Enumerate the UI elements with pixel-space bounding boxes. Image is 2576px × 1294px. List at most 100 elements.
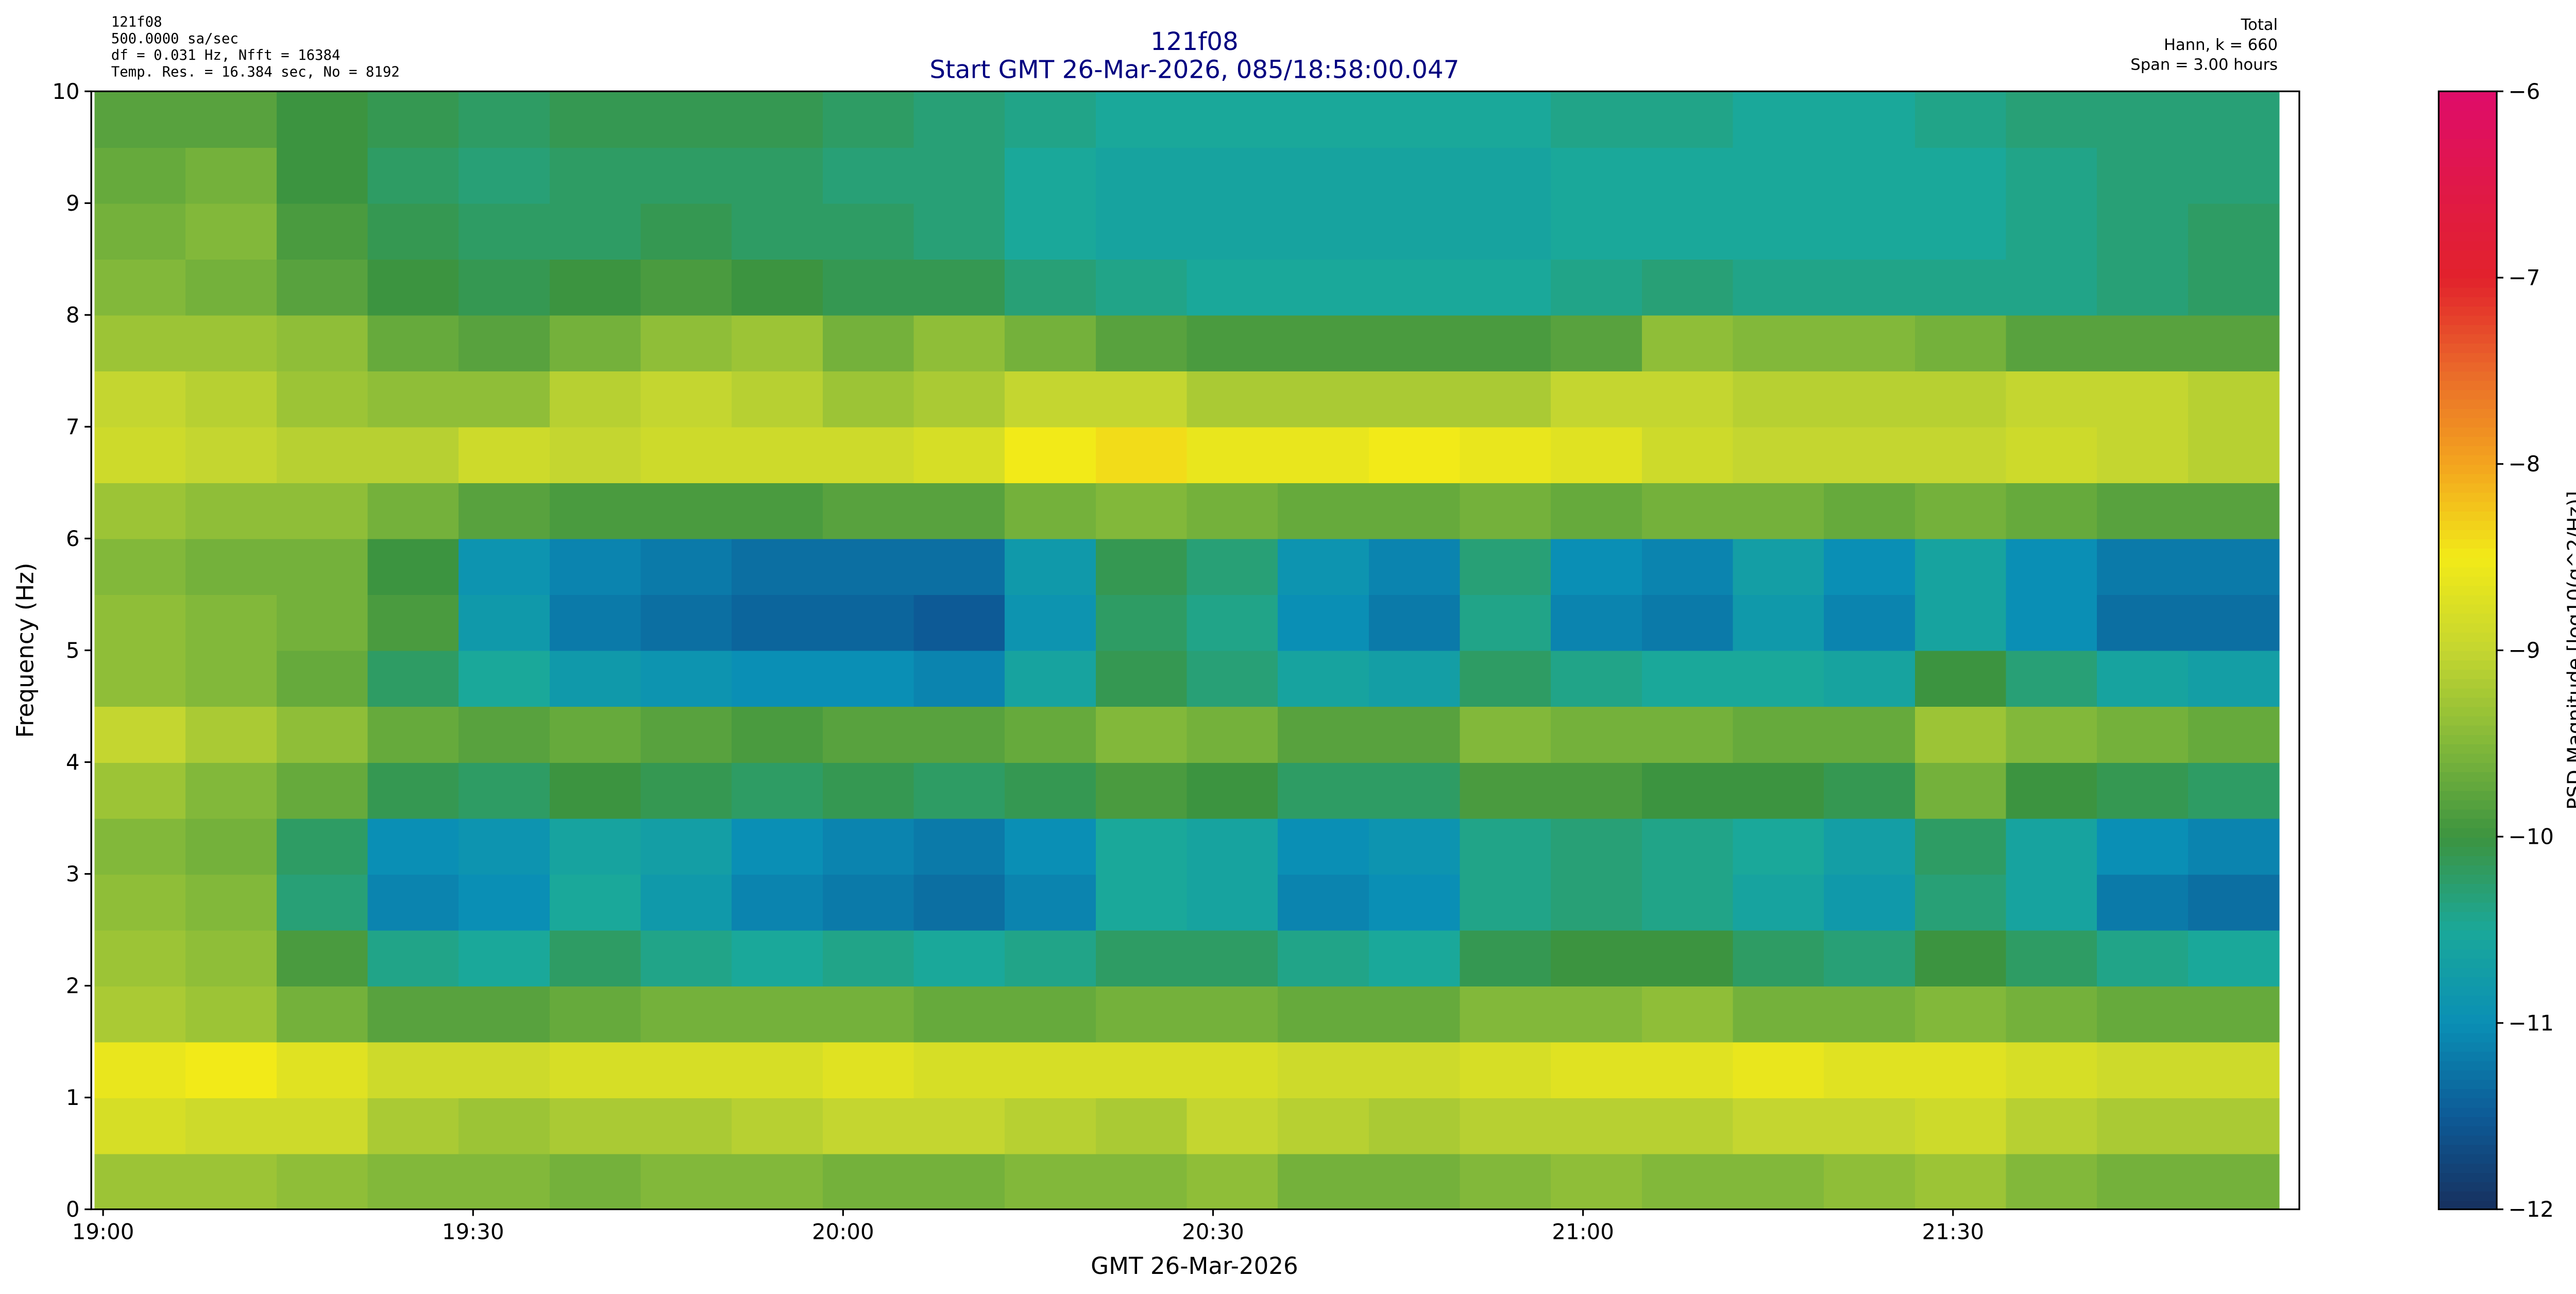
info-right: Total bbox=[2241, 16, 2278, 34]
y-tick-label: 7 bbox=[66, 414, 80, 439]
heatmap-cell bbox=[732, 370, 824, 428]
heatmap-cell bbox=[1733, 762, 1825, 819]
heatmap-cell bbox=[94, 315, 187, 372]
heatmap-cell bbox=[913, 203, 1006, 260]
heatmap-cell bbox=[2097, 1042, 2189, 1098]
heatmap-cell bbox=[732, 538, 824, 595]
heatmap-cell bbox=[185, 1097, 278, 1154]
heatmap-cell bbox=[913, 1097, 1006, 1154]
colorbar-tick-label: −7 bbox=[2509, 265, 2540, 290]
heatmap-cell bbox=[549, 762, 641, 819]
heatmap-cell bbox=[1641, 1097, 1734, 1154]
heatmap-cell bbox=[1551, 147, 1643, 204]
heatmap-cell bbox=[2006, 1153, 2098, 1210]
heatmap-cell bbox=[2097, 147, 2189, 204]
heatmap-cell bbox=[1368, 482, 1461, 539]
colorbar-swatch bbox=[2438, 427, 2497, 437]
colorbar bbox=[2438, 91, 2497, 1211]
heatmap-cell bbox=[459, 259, 551, 316]
colorbar-swatch bbox=[2438, 613, 2497, 623]
colorbar-swatch bbox=[2438, 194, 2497, 204]
heatmap-cell bbox=[1733, 930, 1825, 986]
heatmap-cell bbox=[1278, 985, 1370, 1043]
heatmap-cell bbox=[1278, 315, 1370, 372]
heatmap-cell bbox=[913, 706, 1006, 763]
heatmap-cell bbox=[94, 706, 187, 763]
heatmap-cell bbox=[1095, 91, 1188, 148]
heatmap-cell bbox=[1460, 930, 1552, 986]
heatmap-cell bbox=[2097, 91, 2189, 148]
heatmap-cell bbox=[2188, 594, 2280, 651]
chart-title: 121f08 bbox=[1150, 27, 1239, 56]
heatmap-cell bbox=[1460, 259, 1552, 316]
heatmap-cell bbox=[1278, 818, 1370, 875]
heatmap-cell bbox=[1187, 482, 1279, 539]
heatmap-cell bbox=[2097, 762, 2189, 819]
heatmap-cell bbox=[459, 482, 551, 539]
heatmap-cell bbox=[2006, 1042, 2098, 1098]
colorbar-swatch bbox=[2438, 296, 2497, 307]
heatmap-cell bbox=[185, 370, 278, 428]
heatmap-cell bbox=[459, 985, 551, 1043]
colorbar-swatch bbox=[2438, 818, 2497, 828]
info-left: Temp. Res. = 16.384 sec, No = 8192 bbox=[111, 64, 400, 80]
colorbar-swatch bbox=[2438, 212, 2497, 223]
heatmap-cell bbox=[822, 818, 914, 875]
heatmap-cell bbox=[1733, 147, 1825, 204]
heatmap-cell bbox=[1460, 370, 1552, 428]
heatmap-cell bbox=[2006, 482, 2098, 539]
heatmap-cell bbox=[459, 1097, 551, 1154]
heatmap-cell bbox=[732, 482, 824, 539]
heatmap-cell bbox=[2188, 706, 2280, 763]
heatmap-cell bbox=[276, 315, 368, 372]
heatmap-cell bbox=[1460, 147, 1552, 204]
heatmap-cell bbox=[1641, 1042, 1734, 1098]
heatmap-cell bbox=[822, 482, 914, 539]
heatmap-cell bbox=[94, 930, 187, 986]
heatmap-cell bbox=[367, 259, 460, 316]
heatmap-cell bbox=[2006, 594, 2098, 651]
heatmap-cell bbox=[1824, 427, 1916, 484]
heatmap-cell bbox=[1733, 594, 1825, 651]
colorbar-swatch bbox=[2438, 529, 2497, 540]
heatmap-cell bbox=[822, 1097, 914, 1154]
colorbar-swatch bbox=[2438, 641, 2497, 652]
heatmap-cell bbox=[1460, 1097, 1552, 1154]
heatmap-cell bbox=[1005, 594, 1097, 651]
heatmap-cell bbox=[549, 259, 641, 316]
heatmap-cell bbox=[1187, 762, 1279, 819]
heatmap-cell bbox=[1914, 762, 2007, 819]
heatmap-cell bbox=[1005, 370, 1097, 428]
heatmap-cell bbox=[913, 538, 1006, 595]
heatmap-cell bbox=[913, 315, 1006, 372]
heatmap-cell bbox=[1914, 1042, 2007, 1098]
heatmap-cell bbox=[640, 874, 733, 931]
heatmap-cell bbox=[276, 259, 368, 316]
heatmap-cell bbox=[913, 147, 1006, 204]
heatmap-cell bbox=[2097, 1097, 2189, 1154]
heatmap-cell bbox=[185, 762, 278, 819]
heatmap-cell bbox=[913, 930, 1006, 986]
heatmap-cell bbox=[185, 91, 278, 148]
heatmap-cell bbox=[459, 370, 551, 428]
heatmap-cell bbox=[459, 930, 551, 986]
heatmap-cell bbox=[1641, 482, 1734, 539]
heatmap-cell bbox=[1187, 985, 1279, 1043]
heatmap-cell bbox=[1824, 874, 1916, 931]
heatmap-cell bbox=[822, 427, 914, 484]
y-tick-label: 9 bbox=[66, 191, 80, 216]
heatmap-cell bbox=[2188, 538, 2280, 595]
heatmap-cell bbox=[549, 930, 641, 986]
heatmap-cell bbox=[1733, 985, 1825, 1043]
heatmap-cell bbox=[1460, 706, 1552, 763]
heatmap-cell bbox=[1005, 259, 1097, 316]
heatmap-cell bbox=[640, 1153, 733, 1210]
heatmap-cell bbox=[1095, 762, 1188, 819]
heatmap-cell bbox=[1005, 930, 1097, 986]
heatmap-cell bbox=[640, 259, 733, 316]
heatmap-cell bbox=[1368, 985, 1461, 1043]
heatmap-cell bbox=[1095, 259, 1188, 316]
heatmap-cell bbox=[1187, 259, 1279, 316]
heatmap-cell bbox=[1551, 315, 1643, 372]
colorbar-swatch bbox=[2438, 510, 2497, 521]
